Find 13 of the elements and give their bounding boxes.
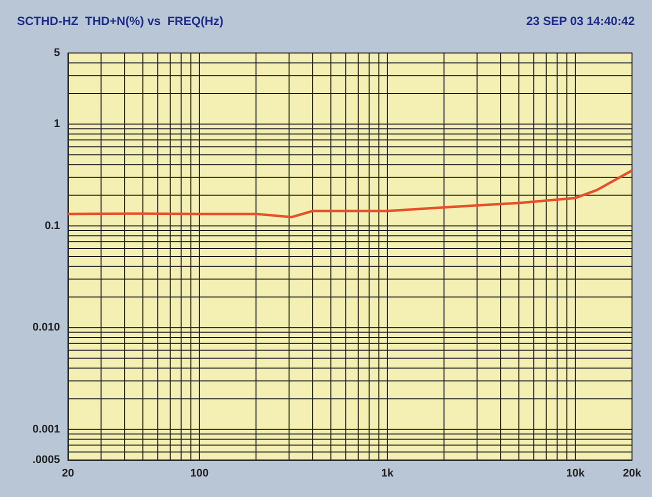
chart-title: SCTHD-HZ THD+N(%) vs FREQ(Hz) <box>17 14 224 28</box>
y-tick-label: .0005 <box>32 454 60 466</box>
y-tick-label: 0.1 <box>44 220 60 232</box>
x-tick-label: 100 <box>190 468 209 480</box>
y-tick-label: 5 <box>54 47 60 59</box>
x-tick-label: 1k <box>381 468 394 480</box>
x-tick-label: 20 <box>62 468 74 480</box>
chart-subtitle: 23 SEP 03 14:40:42 <box>526 14 636 28</box>
x-tick-label: 20k <box>622 468 642 480</box>
y-tick-label: 0.001 <box>32 423 60 436</box>
y-tick-label: 0.010 <box>32 322 60 334</box>
x-tick-label: 10k <box>566 468 586 480</box>
y-tick-label: 1 <box>54 118 60 130</box>
